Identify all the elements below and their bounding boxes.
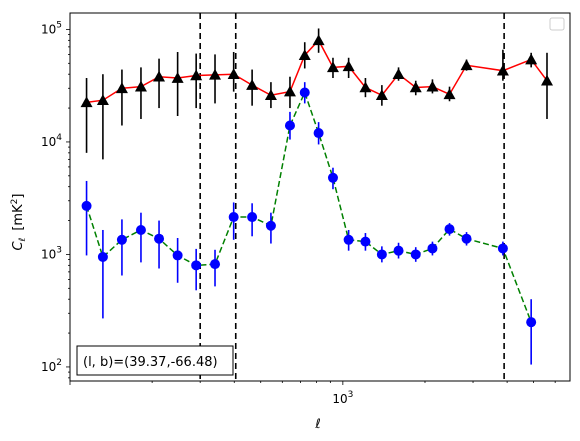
series-2-marker-19 (393, 245, 404, 256)
y-axis-label: Cℓ [mK2] (10, 194, 28, 251)
legend (549, 17, 565, 31)
x-tick-label: 103 (332, 390, 353, 406)
series-1-marker-7 (190, 69, 203, 81)
annotation-box: (l, b)=(39.37,-66.48) (76, 345, 234, 376)
series-1-marker-13 (298, 49, 311, 61)
x-tick-label-exp: 3 (348, 390, 354, 400)
y-axis-label-unit-exp: 2 (10, 199, 20, 205)
series-1-marker-23 (460, 59, 473, 71)
annotation-frame (76, 345, 234, 376)
y-tick-label-base: 10 (41, 135, 56, 149)
series-2-marker-22 (444, 224, 455, 235)
series-2-marker-9 (228, 212, 239, 223)
series-2-marker-13 (299, 87, 310, 98)
series-1-marker-10 (246, 79, 259, 90)
y-axis-label-symbol: C (11, 240, 26, 250)
series-2-marker-11 (265, 220, 276, 231)
series-1-marker-2 (96, 94, 109, 105)
series-1-marker-26 (540, 74, 553, 86)
series-2-marker-2 (97, 251, 108, 262)
series-1-marker-24 (496, 64, 509, 76)
series-2-marker-10 (247, 212, 258, 223)
series-2-marker-4 (135, 224, 146, 235)
series-2-marker-24 (497, 243, 508, 254)
y-axis-label-unit: [mK (11, 204, 26, 231)
series-1-marker-9 (227, 68, 240, 80)
series-1-marker-12 (283, 85, 296, 97)
y-tick-label-base: 10 (41, 22, 56, 36)
series-2-marker-16 (343, 234, 354, 245)
series-1-marker-5 (153, 70, 166, 82)
series-1-marker-25 (525, 53, 538, 65)
series-1-marker-22 (443, 88, 456, 100)
series-1-marker-21 (426, 80, 439, 92)
series-1-marker-16 (342, 60, 355, 72)
series-1-marker-1 (80, 96, 93, 108)
y-tick-label-exp: 2 (56, 358, 62, 368)
series-1-marker-15 (326, 61, 339, 73)
y-tick-label: 102 (41, 358, 62, 374)
series-1-marker-17 (359, 81, 372, 93)
y-tick-label-base: 10 (41, 247, 56, 261)
axes-frame (69, 12, 571, 382)
series-1-marker-14 (312, 34, 325, 46)
series-2-marker-5 (154, 233, 165, 244)
y-tick-label: 103 (41, 245, 62, 261)
legend-box (549, 17, 565, 31)
series-2-marker-15 (327, 172, 338, 183)
series-2-marker-7 (191, 260, 202, 271)
series-1-marker-8 (209, 68, 222, 80)
series-2-marker-8 (210, 259, 221, 270)
annotation-text: (l, b)=(39.37,-66.48) (83, 355, 218, 370)
y-tick-label: 105 (41, 20, 62, 36)
series-1-marker-6 (171, 72, 184, 83)
x-axis-label: ℓ (314, 417, 320, 432)
x-tick-label-base: 10 (332, 392, 347, 406)
series-2-marker-20 (410, 249, 421, 260)
y-tick-label-exp: 3 (56, 245, 62, 255)
series-2-marker-21 (427, 243, 438, 254)
series-1-marker-19 (392, 68, 405, 80)
series-2-marker-23 (461, 233, 472, 244)
series-2-marker-6 (172, 250, 183, 261)
series-2-marker-18 (376, 249, 387, 260)
series-2-marker-17 (360, 236, 371, 247)
series-2-marker-1 (81, 200, 92, 211)
y-tick-label: 104 (41, 133, 62, 149)
y-axis-label-subscript: ℓ (18, 238, 28, 243)
y-tick-label-exp: 4 (56, 133, 62, 143)
series-2-marker-14 (313, 128, 324, 139)
y-tick-label-base: 10 (41, 360, 56, 374)
plot-area (80, 13, 553, 381)
series-1-marker-18 (375, 89, 388, 101)
y-tick-label-exp: 5 (56, 20, 62, 30)
series-2-marker-12 (284, 120, 295, 131)
series-1-marker-3 (115, 82, 128, 94)
series-1-marker-4 (134, 80, 147, 92)
series-1-marker-11 (264, 89, 277, 101)
y-axis-label-unit-close: ] (11, 194, 26, 199)
series-1-marker-20 (409, 81, 422, 93)
series-2-marker-25 (526, 317, 537, 328)
series-2-marker-3 (116, 234, 127, 245)
